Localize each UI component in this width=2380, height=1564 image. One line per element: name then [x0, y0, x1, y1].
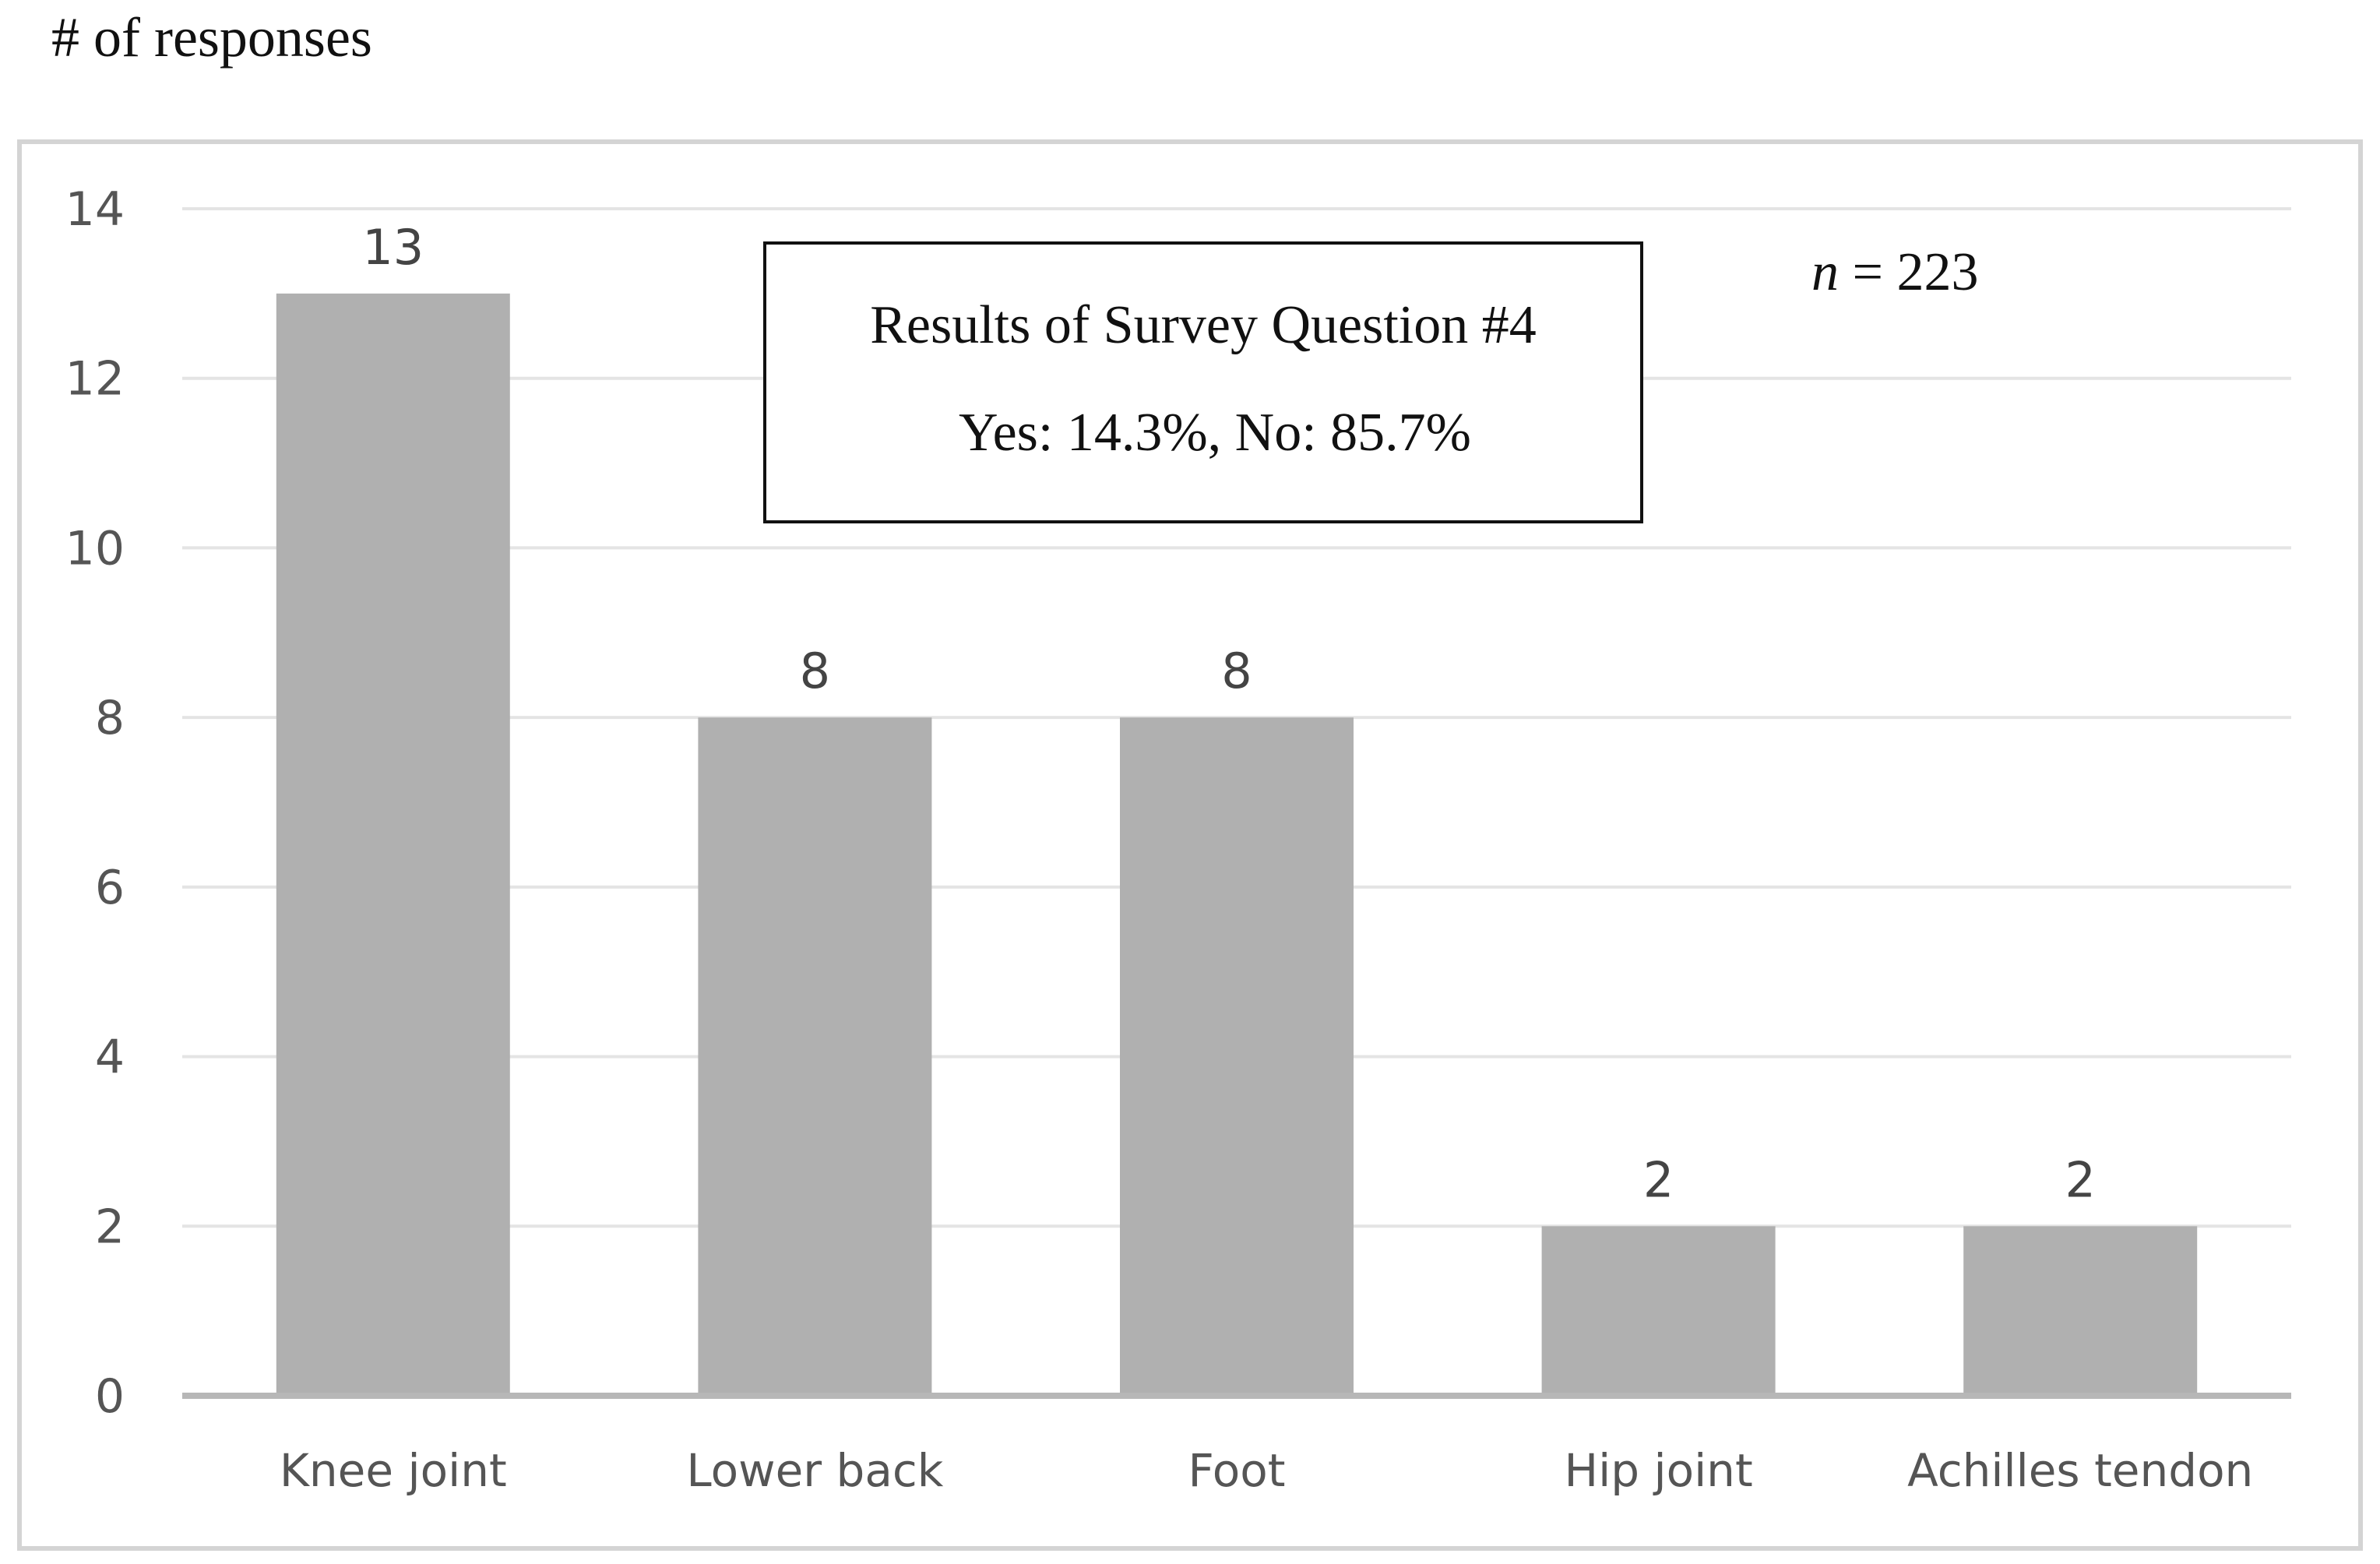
- bar-value-label: 8: [800, 643, 830, 699]
- annotation-line-1: Results of Survey Question #4: [870, 295, 1537, 355]
- category-labels: Knee joint Lower back Foot Hip joint Achille…: [280, 1444, 2253, 1497]
- annotation-box: Results of Survey Question #4 Yes: 14.3%…: [763, 241, 1643, 523]
- annotation-box-border: [763, 241, 1643, 523]
- x-category-label: Achilles tendon: [1907, 1444, 2253, 1497]
- x-category-label: Hip joint: [1564, 1444, 1752, 1497]
- bar-value-label: 2: [2065, 1151, 2095, 1208]
- bar-value-label: 13: [362, 219, 424, 276]
- y-tick-label: 10: [65, 521, 125, 576]
- y-tick-label: 4: [95, 1030, 125, 1085]
- annotation-line-2: Yes: 14.3%, No: 85.7%: [959, 403, 1471, 463]
- sample-size-value: = 223: [1839, 242, 1978, 302]
- bar: [1541, 1226, 1776, 1396]
- y-tick-label: 12: [65, 352, 125, 407]
- y-tick-label: 8: [95, 691, 125, 745]
- y-axis-ticks: 0 2 4 6 8 10 12 14: [65, 182, 125, 1424]
- x-category-label: Lower back: [686, 1444, 943, 1497]
- x-category-label: Knee joint: [280, 1444, 507, 1497]
- bars: [276, 293, 2198, 1396]
- bar: [276, 293, 510, 1396]
- bar-value-label: 2: [1643, 1151, 1674, 1208]
- y-tick-label: 14: [65, 182, 125, 237]
- y-tick-label: 2: [95, 1199, 125, 1254]
- sample-size-label: n = 223: [1811, 242, 1978, 302]
- bar-value-label: 8: [1221, 643, 1252, 699]
- y-tick-label: 6: [95, 861, 125, 915]
- bar: [1963, 1226, 2198, 1396]
- sample-size-symbol: n: [1811, 242, 1839, 302]
- y-axis-title: # of responses: [51, 6, 372, 69]
- x-category-label: Foot: [1188, 1444, 1285, 1497]
- data-labels: 13 8 8 2 2: [362, 219, 2096, 1208]
- y-tick-label: 0: [95, 1369, 125, 1424]
- bar: [1120, 717, 1354, 1396]
- bar: [698, 717, 932, 1396]
